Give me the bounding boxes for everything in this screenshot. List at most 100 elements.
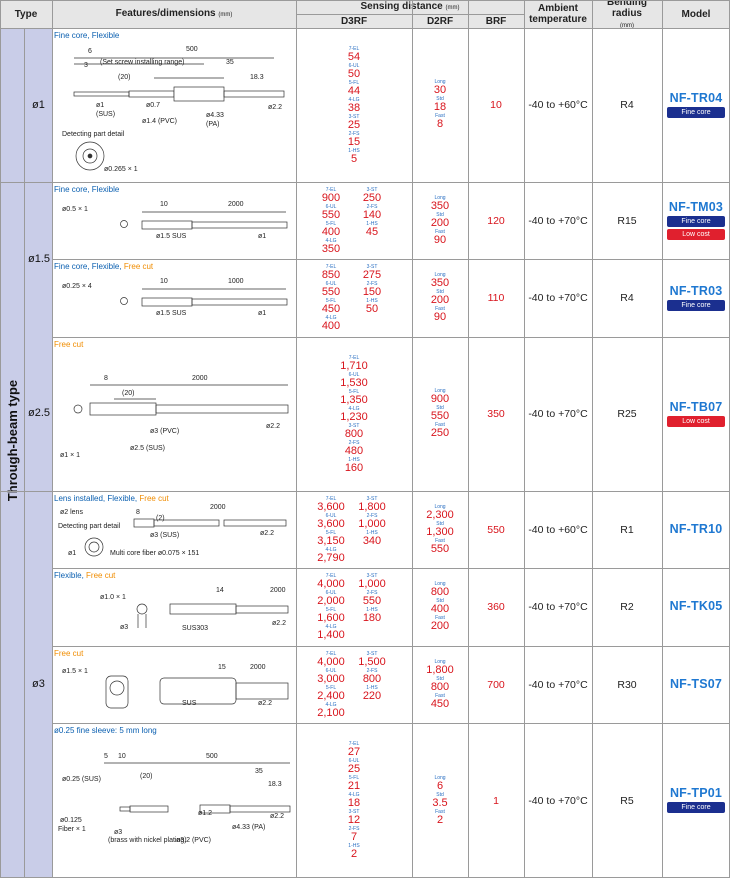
sensing-value: 550 xyxy=(430,542,450,555)
sensing-value: 4,000 xyxy=(317,578,345,590)
d3rf-values: 7-EL 27 6-UL 25 5-FL 21 4-LG 18 3-ST 12 2-FS 7 1-HS 2 xyxy=(296,741,412,860)
sensing-level-label: Std xyxy=(436,675,444,682)
sensing-level-label: 6-UL xyxy=(325,281,337,287)
cable xyxy=(191,298,288,306)
dimension-label: (PA) xyxy=(206,121,220,128)
sensing-value: 800 xyxy=(362,672,382,685)
dimension-drawing xyxy=(120,211,288,230)
sensing-value: 1,350 xyxy=(340,393,368,406)
dimension-label: ø2.2 xyxy=(266,423,281,430)
model-name[interactable]: NF-TS07 xyxy=(669,676,723,691)
sensing-level-label: 1-HS xyxy=(348,147,360,154)
sensing-value: 6 xyxy=(436,779,444,792)
sensing-level-label: 2-FS xyxy=(366,590,378,596)
sensing-value: 900 xyxy=(321,191,341,204)
model-cell: NF-TM03 Fine core Low cost xyxy=(662,200,730,240)
sensing-value: 1,000 xyxy=(358,578,386,590)
header-ambient: Ambient temperature xyxy=(524,0,592,28)
ambient-temperature: -40 to +70°C xyxy=(528,794,588,807)
feature-title-part: Free cut xyxy=(123,262,154,271)
model-name[interactable]: NF-TP01 xyxy=(669,786,723,800)
sensing-level-label: 6-UL xyxy=(325,667,337,674)
sensing-value: 1,300 xyxy=(426,525,454,538)
dimension-label: 2000 xyxy=(228,201,244,208)
dimension-label: ø1.5 SUS xyxy=(156,310,187,317)
fiber-body xyxy=(129,805,169,813)
d3rf-values-right: 3-ST 1,000 2-FS 550 1-HS 180 xyxy=(350,573,394,624)
brf-value: 120 xyxy=(487,214,505,227)
dimension-label: 5 xyxy=(104,753,108,760)
tip-circle xyxy=(120,220,128,228)
sensing-level-label: 6-UL xyxy=(348,62,360,69)
sensing-level-label: 5-FL xyxy=(325,220,337,227)
dimension-drawing xyxy=(105,675,289,709)
sensing-value: 2,790 xyxy=(317,551,345,564)
model-name[interactable]: NF-TB07 xyxy=(669,399,723,414)
diameter-d15: ø1.5 xyxy=(28,253,51,265)
sensing-level-label: Std xyxy=(436,791,444,798)
sensing-level-label: 4-LG xyxy=(348,96,360,103)
dimension-label: 3 xyxy=(84,62,88,69)
sensing-level-label: 3-ST xyxy=(366,650,378,657)
sensing-value: 45 xyxy=(365,225,379,238)
sensing-level-label: Long xyxy=(434,581,446,587)
sensing-level-label: 1-HS xyxy=(366,298,378,304)
sensing-value: 400 xyxy=(321,320,341,332)
dimension-drawing xyxy=(104,762,291,814)
model-cell: NF-TK05 xyxy=(662,599,730,613)
d2rf-values: Long 2,300 Std 1,300 Fast 550 xyxy=(412,504,468,555)
dimension-label: 500 xyxy=(206,753,218,760)
d3rf-values: 7-EL 1,710 6-UL 1,530 5-FL 1,350 4-LG 1,230 3-ST… xyxy=(296,355,412,474)
fiber-body xyxy=(128,90,175,98)
sensing-level-label: 1-HS xyxy=(348,456,360,463)
sensing-level-label: 7-EL xyxy=(325,186,337,193)
feature-title: Fine core, Flexible xyxy=(54,31,119,40)
dimension-label: ø2.2 xyxy=(268,104,283,111)
ambient-temperature: -40 to +70°C xyxy=(528,601,588,613)
sensing-value: 250 xyxy=(362,191,382,204)
dimension-label: 10 xyxy=(160,201,168,208)
bending-radius: R4 xyxy=(620,99,634,111)
column-line xyxy=(524,0,525,878)
model-name[interactable]: NF-TR10 xyxy=(669,521,723,536)
d3rf-values: 7-EL 54 6-UL 50 5-FL 44 4-LG 38 3-ST 25 2-FS 15 1-HS… xyxy=(296,46,412,165)
dimension-label: 1000 xyxy=(228,278,244,285)
dimension-label: Fiber × 1 xyxy=(58,826,86,833)
diameter-d3: ø3 xyxy=(32,678,45,690)
row-line xyxy=(52,337,730,338)
sensing-value: 140 xyxy=(362,208,382,221)
dimension-label: ø1 xyxy=(68,550,77,557)
d3rf-values-left: 7-EL 3,600 6-UL 3,600 5-FL 3,150 4-LG 2,790 xyxy=(306,496,356,564)
sensing-value: 2 xyxy=(350,848,358,860)
dimension-label: 2000 xyxy=(192,375,208,382)
dimension-label: ø3.2 (PVC) xyxy=(176,837,212,844)
dimension-label: SUS303 xyxy=(182,625,209,632)
dimension-label: 10 xyxy=(160,278,168,285)
sensing-level-label: 7-EL xyxy=(348,354,360,361)
model-name[interactable]: NF-TR03 xyxy=(669,283,723,298)
sensing-level-label: Std xyxy=(436,211,444,218)
model-name[interactable]: NF-TM03 xyxy=(668,199,724,214)
row-line xyxy=(52,723,730,724)
sensing-level-label: 1-HS xyxy=(366,220,378,227)
sensing-value: 150 xyxy=(362,286,382,298)
sensing-value: 220 xyxy=(362,689,382,702)
sensing-level-label: Std xyxy=(436,96,444,102)
sensing-value: 400 xyxy=(321,225,341,238)
dimension-label: ø3 xyxy=(114,829,123,836)
sensing-value: 275 xyxy=(362,269,382,281)
model-name[interactable]: NF-TK05 xyxy=(669,599,723,613)
sensing-value: 2,400 xyxy=(317,689,345,702)
sensing-value: 450 xyxy=(430,697,450,710)
detail-circle xyxy=(75,141,105,171)
sensing-level-label: 4-LG xyxy=(325,315,337,321)
dimension-label: 8 xyxy=(104,375,108,382)
dimension-label: 2000 xyxy=(250,664,266,671)
row-line xyxy=(52,568,730,569)
sensing-value: 21 xyxy=(347,780,361,792)
column-line xyxy=(662,0,663,878)
cable xyxy=(235,682,289,700)
sensing-level-label: Std xyxy=(436,598,444,604)
d2rf-values: Long 350 Std 200 Fast 90 xyxy=(412,272,468,323)
model-name[interactable]: NF-TR04 xyxy=(669,90,723,105)
